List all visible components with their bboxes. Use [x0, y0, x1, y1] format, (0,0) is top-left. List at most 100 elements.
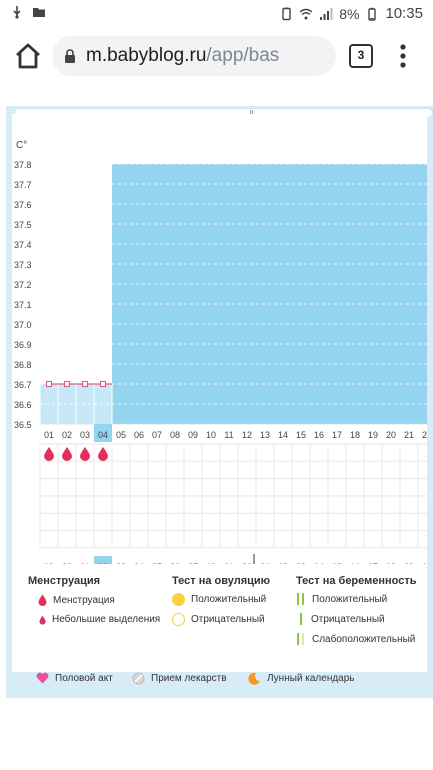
cycle-day-label: 16: [314, 430, 324, 440]
yellow-circle-icon: [172, 593, 185, 606]
legend-ovulation-negative-label: Отрицательный: [191, 614, 265, 625]
y-tick-label: 37.2: [14, 280, 32, 290]
y-tick-label: 36.9: [14, 340, 32, 350]
calendar-date-label: 20: [62, 562, 72, 564]
lock-icon: [65, 49, 75, 63]
menstruation-drop-icon: [98, 447, 108, 461]
legend-medication: Прием лекарств: [132, 672, 227, 685]
cycle-day-label: 22: [422, 430, 427, 440]
cycle-day-label: 04: [98, 430, 108, 440]
calendar-date-label: 27: [188, 562, 198, 564]
calendar-date-label: 07: [368, 562, 378, 564]
calendar-date-label: 24: [134, 562, 144, 564]
legend-spotting-label: Небольшие выделения: [52, 614, 161, 625]
cycle-day-label: 03: [80, 430, 90, 440]
calendar-date-label: 23: [116, 562, 126, 564]
cycle-day-label: 02: [62, 430, 72, 440]
legend-ovulation-positive: Положительный: [172, 593, 266, 606]
legend-pregnancy-negative: Отрицательный: [299, 613, 385, 625]
calendar-date-label: 28: [206, 562, 216, 564]
url-path: /app/bas: [206, 45, 280, 66]
menstruation-drop-icon: [62, 447, 72, 461]
legend-pregnancy-weak-label: Слабоположительный: [312, 633, 416, 645]
battery-saver-icon: [282, 7, 291, 20]
cycle-day-label: 01: [44, 430, 54, 440]
legend-intercourse: Половой акт: [36, 672, 113, 684]
address-bar[interactable]: m.babyblog.ru/app/bas: [52, 36, 336, 76]
calendar-date-label: 09: [404, 562, 414, 564]
more-menu-icon[interactable]: [396, 42, 410, 70]
bbt-chart[interactable]: 37.8 37.7 37.6 37.5 37.4 37.3 37.2 37.1 37.0 36.9…: [12, 114, 427, 564]
y-tick-label: 36.7: [14, 380, 32, 390]
scrollbar-handle[interactable]: [250, 110, 253, 116]
cycle-day-label: 15: [296, 430, 306, 440]
legend-pregnancy-negative-label: Отрицательный: [311, 613, 385, 625]
bbt-chart-panel: 37.8 37.7 37.6 37.5 37.4 37.3 37.2 37.1 37.0 36.9…: [12, 114, 427, 685]
calendar-date-label: 03: [296, 562, 306, 564]
calendar-date-label: 26: [170, 562, 180, 564]
legend-pregnancy-positive: Положительный: [296, 593, 387, 605]
current-day-highlight: [94, 424, 112, 442]
cycle-day-label: 17: [332, 430, 342, 440]
single-bar-icon: [300, 613, 302, 625]
menstruation-drop-icon: [44, 447, 54, 461]
cycle-day-label: 07: [152, 430, 162, 440]
small-drop-icon: [39, 615, 46, 625]
calendar-date-label: 02: [278, 562, 288, 564]
pill-icon: [132, 672, 145, 685]
moon-icon: [248, 672, 260, 685]
legend-ovulation-title: Тест на овуляцию: [172, 575, 271, 587]
wifi-icon: [299, 8, 313, 19]
temperature-point: [81, 380, 89, 388]
page-content: 37.8 37.7 37.6 37.5 37.4 37.3 37.2 37.1 37.0 36.9…: [0, 86, 433, 770]
future-days-area: [112, 164, 427, 424]
legend-medication-label: Прием лекарств: [151, 673, 227, 684]
y-tick-label: 37.8: [14, 160, 32, 170]
calendar-date-label: 08: [386, 562, 396, 564]
calendar-date-label: 21: [80, 562, 90, 564]
cycle-day-label: 08: [170, 430, 180, 440]
double-bar-icon: [297, 593, 304, 605]
y-tick-label: 37.7: [14, 180, 32, 190]
calendar-date-label: 25: [152, 562, 162, 564]
legend-menstruation-item: Менструация: [38, 594, 115, 606]
today-highlight: [94, 556, 112, 564]
cycle-day-label: 12: [242, 430, 252, 440]
y-tick-label: 37.0: [14, 320, 32, 330]
url-host: m.babyblog.ru: [86, 45, 207, 66]
temperature-point: [45, 380, 53, 388]
legend-menstruation-label: Менструация: [53, 594, 115, 606]
calendar-date-label: 10: [422, 562, 427, 564]
tab-switcher-button[interactable]: 3: [349, 44, 373, 68]
folder-icon: [33, 8, 45, 17]
heart-icon: [36, 672, 49, 684]
cycle-day-label: 06: [134, 430, 144, 440]
clock: 10:35: [385, 5, 423, 22]
legend-menstruation-title: Менструация: [28, 575, 101, 587]
home-icon[interactable]: [12, 40, 44, 72]
calendar-date-label: 05: [332, 562, 342, 564]
menstruation-drop-icon: [80, 447, 90, 461]
y-tick-label: 36.6: [14, 400, 32, 410]
usb-icon: [13, 6, 21, 19]
calendar-date-label: 06: [350, 562, 360, 564]
legend-pregnancy-weak: Слабоположительный: [296, 633, 415, 645]
blood-drop-icon: [38, 594, 47, 606]
y-tick-label: 36.8: [14, 360, 32, 370]
y-tick-label: 37.6: [14, 200, 32, 210]
cycle-day-label: 11: [224, 430, 233, 440]
legend-ovulation-positive-label: Положительный: [191, 594, 267, 605]
calendar-date-label: 01: [260, 562, 270, 564]
temperature-point: [63, 380, 71, 388]
signal-icon: [320, 7, 333, 20]
weak-bar-icon: [297, 633, 304, 645]
y-tick-label: 37.3: [14, 260, 32, 270]
legend-spotting-item: Небольшие выделения: [39, 614, 160, 625]
cycle-day-label: 20: [386, 430, 396, 440]
legend-moon-calendar: Лунный календарь: [248, 672, 355, 685]
y-tick-label: 36.5: [14, 420, 32, 430]
cycle-day-label: 05: [116, 430, 126, 440]
empty-circle-icon: [172, 613, 185, 626]
cycle-day-label: 14: [278, 430, 288, 440]
legend-ovulation-negative: Отрицательный: [172, 613, 265, 626]
